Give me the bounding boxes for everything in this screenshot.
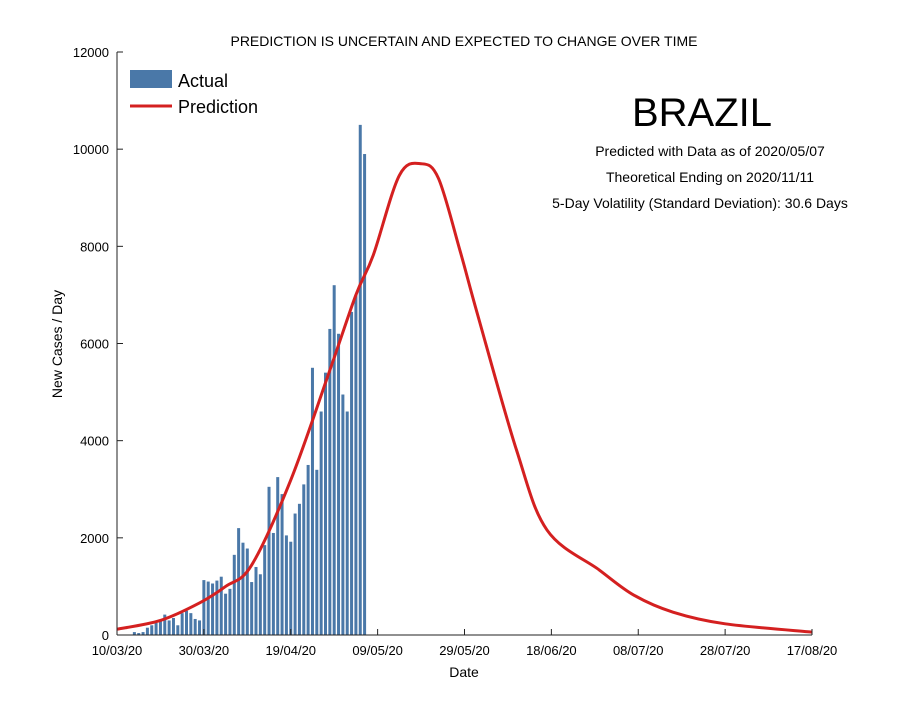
x-tick-label: 19/04/20	[265, 643, 316, 658]
prediction-line	[116, 161, 813, 634]
bar-actual	[263, 545, 267, 635]
bar-actual	[176, 625, 180, 635]
legend-swatch-actual	[130, 70, 172, 88]
bar-actual	[224, 593, 228, 635]
bar-actual	[163, 614, 167, 635]
bar-actual	[284, 535, 288, 635]
bar-actual	[276, 477, 280, 635]
bars-actual	[132, 124, 367, 635]
legend-label-actual: Actual	[178, 71, 228, 91]
bar-actual	[206, 581, 210, 635]
legend-label-prediction: Prediction	[178, 97, 258, 117]
bar-actual	[154, 622, 158, 635]
bar-actual	[324, 372, 327, 635]
bar-actual	[228, 588, 232, 635]
bar-actual	[141, 632, 145, 635]
bar-actual	[150, 625, 154, 635]
y-tick-label: 10000	[73, 142, 109, 157]
country-label: BRAZIL	[632, 91, 772, 135]
bar-actual	[271, 532, 275, 635]
bar-actual	[297, 503, 301, 635]
x-tick-label: 09/05/20	[352, 643, 403, 658]
bar-actual	[354, 294, 358, 635]
bar-actual	[341, 394, 345, 635]
y-tick-label: 8000	[80, 239, 109, 254]
annotation-ending: Theoretical Ending on 2020/11/11	[606, 169, 814, 185]
bar-actual	[241, 542, 245, 635]
x-tick-label: 18/06/20	[526, 643, 577, 658]
bar-actual	[219, 576, 223, 635]
y-axis-label: New Cases / Day	[49, 290, 65, 398]
bar-actual	[250, 582, 254, 635]
bar-actual	[215, 580, 219, 635]
bar-actual	[310, 367, 314, 635]
axes: 0 2000 4000 6000 8000 10000 12000 10/03/20 30/03…	[73, 45, 837, 658]
bar-actual	[189, 613, 193, 635]
legend: Actual Prediction	[130, 70, 258, 117]
bar-actual	[254, 566, 258, 635]
bar-actual	[137, 633, 141, 635]
y-tick-label: 4000	[80, 434, 109, 449]
annotation-data-date: Predicted with Data as of 2020/05/07	[595, 143, 825, 159]
bar-actual	[185, 610, 188, 635]
y-tick-label: 6000	[80, 337, 109, 352]
bar-actual	[167, 620, 171, 635]
bar-actual	[332, 285, 336, 635]
bar-actual	[202, 580, 206, 635]
bar-actual	[306, 464, 310, 635]
bar-actual	[363, 154, 367, 635]
bar-actual	[198, 620, 202, 635]
bar-actual	[145, 627, 149, 635]
x-tick-label: 08/07/20	[613, 643, 664, 658]
x-tick-label: 28/07/20	[700, 643, 751, 658]
bar-actual	[232, 554, 236, 635]
bar-actual	[193, 618, 197, 635]
bar-actual	[158, 621, 162, 635]
annotation-volatility: 5-Day Volatility (Standard Deviation): 3…	[552, 195, 848, 211]
bar-actual	[315, 469, 319, 635]
bar-actual	[280, 494, 284, 635]
bar-actual	[293, 513, 297, 635]
bar-actual	[258, 574, 262, 635]
bar-actual	[328, 328, 332, 635]
bar-actual	[302, 484, 306, 635]
bar-actual	[358, 124, 362, 635]
bar-actual	[132, 632, 136, 635]
bar-actual	[350, 311, 354, 635]
bar-actual	[289, 541, 293, 635]
y-tick-label: 2000	[80, 531, 109, 546]
x-tick-label: 29/05/20	[439, 643, 490, 658]
bar-actual	[337, 333, 341, 635]
y-tick-label: 0	[102, 628, 109, 643]
bar-actual	[245, 548, 249, 635]
bar-actual	[180, 613, 184, 635]
x-tick-label: 17/08/20	[787, 643, 838, 658]
chart-title: PREDICTION IS UNCERTAIN AND EXPECTED TO …	[230, 33, 697, 49]
bar-actual	[267, 486, 271, 635]
bar-actual	[237, 528, 241, 635]
bar-actual	[171, 617, 175, 635]
bar-actual	[345, 411, 349, 635]
y-tick-label: 12000	[73, 45, 109, 60]
x-tick-label: 30/03/20	[179, 643, 230, 658]
bar-actual	[319, 411, 323, 635]
bar-actual	[211, 583, 215, 635]
x-axis-label: Date	[449, 664, 479, 680]
x-tick-label: 10/03/20	[92, 643, 143, 658]
